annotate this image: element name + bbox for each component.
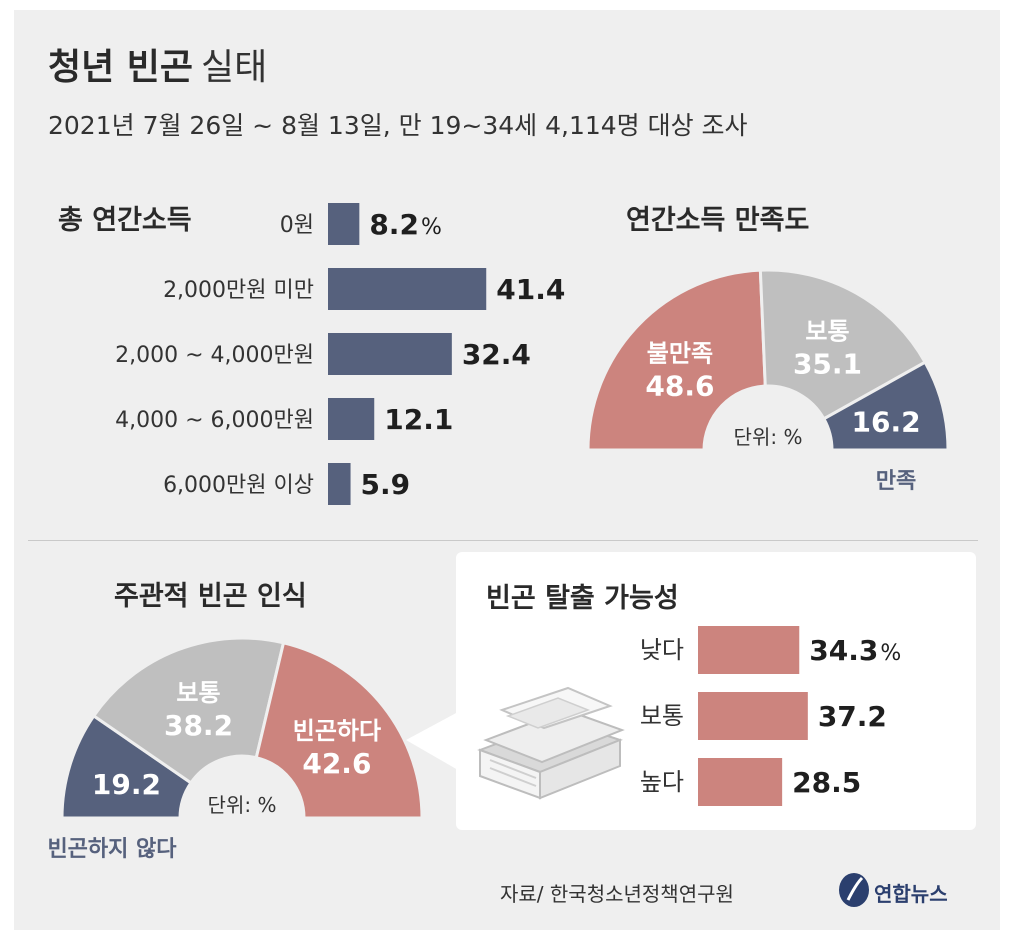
income-value-label: 32.4 [462, 338, 531, 371]
perception-slice-value: 38.2 [164, 709, 233, 742]
escape-category-label: 낮다 [640, 636, 684, 664]
satisfaction-slice-value: 16.2 [852, 405, 921, 438]
satisfaction-slice [758, 268, 928, 421]
income-value-label: 41.4 [496, 273, 565, 306]
satisfaction-slice [821, 360, 950, 452]
escape-value-label: 37.2 [818, 700, 887, 733]
escape-chart-title: 빈곤 탈출 가능성 [486, 583, 679, 614]
escape-category-label: 보통 [640, 702, 684, 730]
escape-category-label: 높다 [640, 768, 684, 796]
income-bar [328, 268, 487, 310]
income-unit-label: % [421, 215, 442, 240]
income-bar [328, 398, 375, 440]
satisfaction-slice [586, 268, 767, 452]
perception-slice-value: 19.2 [92, 768, 161, 801]
escape-value-label: 28.5 [792, 766, 861, 799]
income-category-label: 2,000만원 미만 [163, 278, 314, 303]
title-main: 청년 빈곤 [48, 47, 194, 88]
income-category-label: 6,000만원 이상 [163, 473, 314, 498]
satisfaction-slice-value: 35.1 [793, 347, 862, 380]
income-category-label: 2,000 ~ 4,000만원 [115, 343, 314, 368]
satisfaction-unit-note: 단위: % [734, 425, 803, 449]
page-title: 청년 빈곤 실태 [48, 38, 267, 90]
satisfaction-chart-title: 연간소득 만족도 [626, 205, 810, 236]
section-divider [28, 540, 978, 541]
money-stack-drawing [477, 686, 625, 800]
perception-slice [91, 636, 286, 785]
satisfaction-slice-name: 불만족 [647, 340, 713, 368]
escape-bar [698, 758, 783, 806]
subtitle: 2021년 7월 26일 ~ 8월 13일, 만 19~34세 4,114명 대… [48, 111, 748, 140]
perception-chart-title: 주관적 빈곤 인식 [114, 581, 307, 612]
escape-bar [698, 626, 800, 674]
income-bar [328, 463, 351, 505]
perception-slice-name: 빈곤하다 [293, 717, 381, 745]
perception-slice-name: 보통 [176, 679, 220, 707]
income-category-label: 4,000 ~ 6,000만원 [115, 408, 314, 433]
title-suffix: 실태 [201, 47, 268, 88]
yonhap-logo-text: 연합뉴스 [874, 882, 948, 906]
escape-value-label: 34.3% [809, 634, 901, 667]
income-value-label: 8.2% [369, 208, 442, 241]
escape-unit-label: % [880, 641, 901, 666]
income-chart-title: 총 연간소득 [58, 205, 192, 236]
income-value-label: 12.1 [384, 403, 453, 436]
satisfaction-slice-name: 만족 [876, 469, 916, 494]
yonhap-logo-icon [839, 873, 869, 907]
money-stack-icon [477, 686, 625, 800]
income-bar [328, 203, 360, 245]
source-note: 자료/ 한국청소년정책연구원 [500, 882, 734, 906]
income-bar [328, 333, 452, 375]
income-category-label: 0원 [280, 213, 314, 238]
perception-slice [254, 641, 424, 820]
income-value-label: 5.9 [361, 468, 411, 501]
satisfaction-slice-value: 48.6 [645, 370, 714, 403]
perception-slice-name: 빈곤하지 않다 [47, 837, 177, 862]
callout-pointer-triangle [406, 712, 458, 770]
escape-bar [698, 692, 808, 740]
perception-slice-value: 42.6 [302, 747, 371, 780]
satisfaction-slice-name: 보통 [805, 317, 849, 345]
perception-unit-note: 단위: % [208, 793, 277, 817]
